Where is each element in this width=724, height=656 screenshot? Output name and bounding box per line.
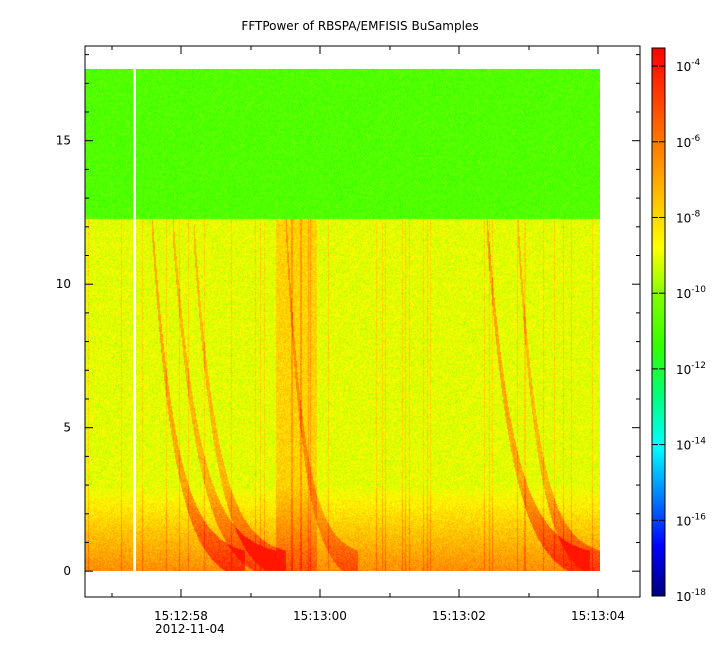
plot-frame [84,45,641,598]
colorbar-tick-label: 10-10 [676,285,706,301]
x-axis-date-label: 2012-11-04 [155,622,225,636]
x-tick-label: 15:13:00 [293,609,347,623]
colorbar-frame [651,47,666,597]
x-tick-label: 15:12:58 [154,609,208,623]
colorbar-tick-label: 10-12 [676,361,706,377]
y-tick-label: 10 [56,277,71,291]
x-axis: 2012-11-04 15:12:58 15:13:00 15:13:02 15:13… [111,46,625,636]
y-tick-label: 5 [63,421,71,435]
colorbar-tick-label: 10-18 [676,588,706,604]
colorbar-ticks: 10-4 10-6 10-8 10-10 10-12 10-14 10-16 10-18 [652,58,706,604]
y-tick-label: 15 [56,134,71,148]
chart-title: FFTPower of RBSPA/EMFISIS BuSamples [241,19,478,33]
spectrogram-raster [85,68,600,571]
y-axis: 0 5 10 15 [56,54,640,578]
x-tick-label: 15:13:02 [432,609,486,623]
x-tick-label: 15:13:04 [571,609,625,623]
colorbar-tick-label: 10-6 [676,134,701,150]
colorbar-tick-label: 10-4 [676,58,701,74]
colorbar-tick-label: 10-8 [676,209,701,225]
y-tick-label: 0 [63,564,71,578]
colorbar-scale [652,48,665,596]
colorbar-tick-label: 10-16 [676,512,706,528]
plot-area [84,45,641,598]
data-gap [133,68,137,571]
colorbar: 10-4 10-6 10-8 10-10 10-12 10-14 10-16 10-18 [651,47,706,604]
spectrogram-image [85,68,600,571]
colorbar-tick-label: 10-14 [676,437,706,453]
